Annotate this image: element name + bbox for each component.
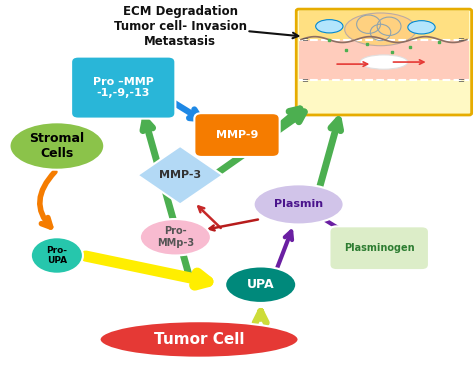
Text: Pro-
MMp-3: Pro- MMp-3 bbox=[157, 226, 194, 248]
FancyArrowPatch shape bbox=[393, 60, 424, 64]
Text: Metastasis: Metastasis bbox=[144, 35, 216, 48]
Ellipse shape bbox=[360, 55, 408, 69]
Ellipse shape bbox=[140, 219, 211, 256]
FancyBboxPatch shape bbox=[194, 113, 280, 157]
Ellipse shape bbox=[31, 237, 83, 274]
Bar bbox=[299, 11, 469, 39]
FancyBboxPatch shape bbox=[329, 226, 429, 270]
Bar bbox=[299, 39, 469, 80]
Ellipse shape bbox=[316, 20, 343, 33]
Ellipse shape bbox=[408, 21, 435, 34]
Text: =: = bbox=[457, 35, 465, 44]
Text: =: = bbox=[301, 35, 308, 44]
Ellipse shape bbox=[345, 13, 416, 46]
FancyArrowPatch shape bbox=[337, 62, 367, 66]
Text: =: = bbox=[457, 76, 465, 85]
FancyBboxPatch shape bbox=[296, 9, 472, 115]
Ellipse shape bbox=[225, 266, 296, 303]
Text: Tumor cell- Invasion: Tumor cell- Invasion bbox=[114, 20, 246, 33]
Text: =: = bbox=[301, 76, 308, 85]
Text: MMP-3: MMP-3 bbox=[159, 170, 201, 180]
Ellipse shape bbox=[254, 184, 344, 224]
Text: UPA: UPA bbox=[247, 278, 274, 291]
Text: ECM Degradation: ECM Degradation bbox=[123, 5, 237, 19]
Text: Pro-
UPA: Pro- UPA bbox=[46, 246, 67, 265]
Text: Plasmin: Plasmin bbox=[274, 199, 323, 210]
Ellipse shape bbox=[100, 321, 299, 358]
FancyBboxPatch shape bbox=[71, 57, 175, 119]
Text: Plasminogen: Plasminogen bbox=[344, 243, 414, 253]
Text: Tumor Cell: Tumor Cell bbox=[154, 332, 244, 347]
Text: Pro –MMP
-1,-9,-13: Pro –MMP -1,-9,-13 bbox=[93, 77, 154, 99]
Text: Stromal
Cells: Stromal Cells bbox=[29, 132, 84, 160]
Polygon shape bbox=[137, 146, 223, 204]
Ellipse shape bbox=[9, 122, 104, 170]
Text: MMP-9: MMP-9 bbox=[216, 130, 258, 140]
